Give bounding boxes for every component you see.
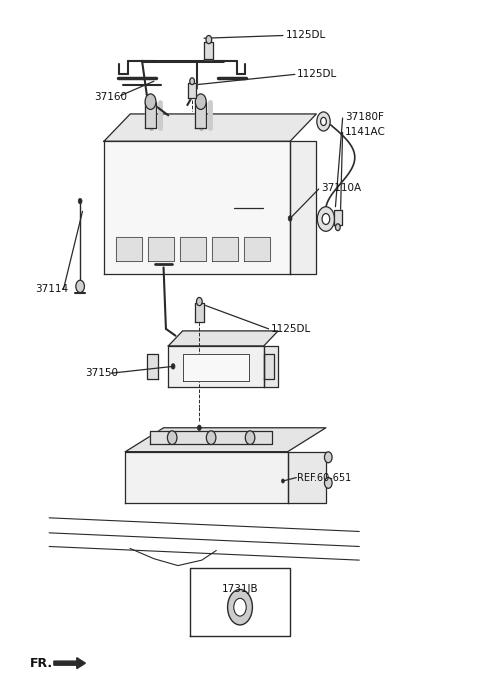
Polygon shape [116, 237, 142, 260]
Circle shape [195, 94, 206, 110]
Circle shape [171, 364, 175, 369]
Circle shape [336, 224, 340, 231]
Polygon shape [244, 237, 270, 260]
Circle shape [78, 199, 82, 204]
Polygon shape [168, 346, 264, 387]
Text: 37180F: 37180F [345, 112, 384, 123]
Circle shape [322, 214, 330, 225]
Circle shape [206, 431, 216, 445]
Polygon shape [188, 84, 196, 98]
Text: 1125DL: 1125DL [271, 324, 311, 334]
Circle shape [321, 117, 326, 125]
Circle shape [196, 297, 202, 306]
Polygon shape [190, 568, 290, 636]
Text: 1141AC: 1141AC [345, 127, 386, 138]
Circle shape [324, 452, 332, 463]
Polygon shape [264, 346, 278, 387]
Text: 37150: 37150 [85, 369, 118, 378]
Polygon shape [104, 141, 290, 274]
Circle shape [324, 477, 332, 488]
Polygon shape [125, 451, 288, 503]
Polygon shape [290, 141, 316, 274]
Polygon shape [334, 210, 342, 225]
Text: FR.: FR. [30, 657, 53, 670]
Polygon shape [125, 427, 326, 451]
Circle shape [317, 207, 335, 232]
Text: REF.60-651: REF.60-651 [297, 473, 351, 482]
Circle shape [288, 216, 292, 221]
Polygon shape [168, 331, 278, 346]
Polygon shape [145, 101, 156, 127]
Polygon shape [288, 451, 326, 503]
Polygon shape [212, 237, 238, 260]
Circle shape [206, 36, 212, 44]
Text: 37160: 37160 [95, 92, 128, 102]
Circle shape [228, 590, 252, 625]
Circle shape [197, 425, 201, 430]
Circle shape [281, 479, 284, 483]
Text: 1731JB: 1731JB [222, 584, 258, 595]
Polygon shape [150, 431, 272, 445]
Polygon shape [264, 354, 274, 379]
Text: 1125DL: 1125DL [297, 69, 337, 79]
Text: 37114: 37114 [35, 284, 68, 295]
Polygon shape [195, 101, 206, 127]
Polygon shape [148, 237, 174, 260]
Circle shape [317, 112, 330, 131]
Polygon shape [204, 42, 213, 59]
Polygon shape [147, 354, 158, 379]
FancyArrow shape [54, 658, 85, 669]
Circle shape [145, 94, 156, 110]
Polygon shape [180, 237, 206, 260]
Text: 1125DL: 1125DL [285, 30, 325, 40]
Circle shape [190, 78, 194, 85]
Circle shape [234, 598, 246, 616]
Circle shape [245, 431, 255, 445]
Polygon shape [104, 114, 316, 141]
Circle shape [168, 431, 177, 445]
Polygon shape [195, 303, 204, 322]
Circle shape [76, 280, 84, 292]
Polygon shape [182, 354, 250, 381]
Text: 37110A: 37110A [321, 184, 361, 193]
